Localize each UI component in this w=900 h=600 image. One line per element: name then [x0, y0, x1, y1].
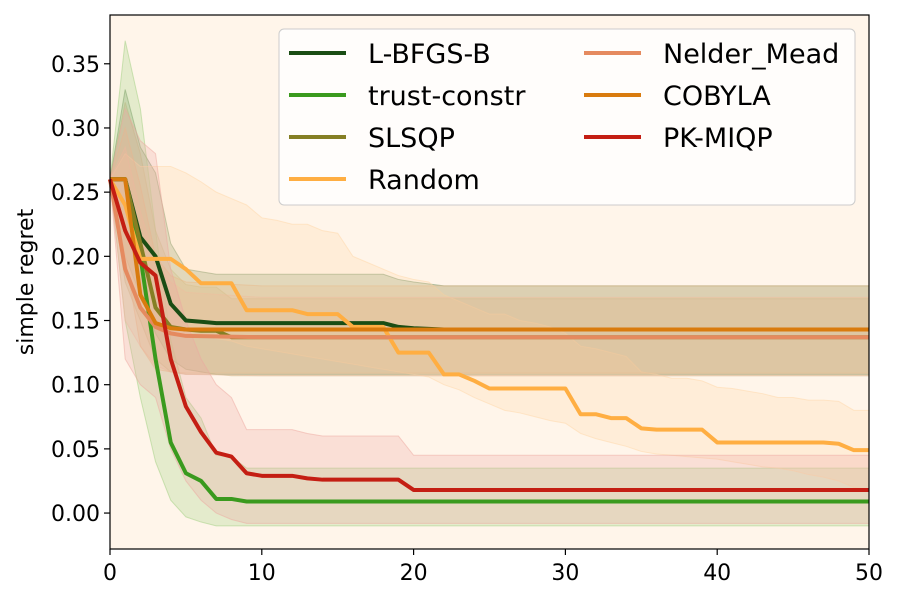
y-tick-label: 0.25 [51, 181, 100, 206]
line-nelder-mead [108, 178, 869, 340]
y-tick-label: 0.30 [51, 117, 100, 142]
x-tick-label: 10 [248, 561, 276, 586]
line-pk-miqp [108, 178, 869, 492]
legend-label-trust-constr: trust-constr [368, 81, 526, 112]
y-tick-label: 0.05 [51, 438, 100, 463]
legend-label-nelder-mead: Nelder_Mead [663, 39, 839, 70]
y-axis: 0.00 0.05 0.10 0.15 0.20 0.25 0.30 0.35 [51, 53, 110, 527]
legend-label-random: Random [368, 165, 480, 196]
x-tick-label: 0 [103, 561, 117, 586]
plot-frame [109, 14, 870, 550]
x-tick-label: 20 [400, 561, 428, 586]
x-axis: 0 10 20 30 40 50 [103, 549, 883, 586]
y-tick-label: 0.15 [51, 310, 100, 335]
legend-label-slsqp: SLSQP [368, 123, 455, 154]
legend: L-BFGS-B trust-constr SLSQP Random Nelder_Me… [278, 28, 856, 206]
x-tick-label: 50 [855, 561, 883, 586]
legend-label-l-bfgs-b: L-BFGS-B [368, 39, 491, 70]
y-tick-label: 0.10 [51, 374, 100, 399]
y-tick-label: 0.35 [51, 53, 100, 78]
y-tick-label: 0.20 [51, 245, 100, 270]
y-tick-label: 0.00 [51, 502, 100, 527]
x-tick-label: 30 [551, 561, 579, 586]
legend-box [278, 28, 856, 206]
y-axis-label: simple regret [14, 208, 39, 355]
line-random [108, 178, 869, 453]
x-tick-label: 40 [703, 561, 731, 586]
line-l-bfgs-b [110, 177, 869, 332]
legend-label-pk-miqp: PK-MIQP [663, 123, 773, 154]
series-lines [108, 177, 869, 504]
legend-label-cobyla: COBYLA [663, 81, 771, 112]
